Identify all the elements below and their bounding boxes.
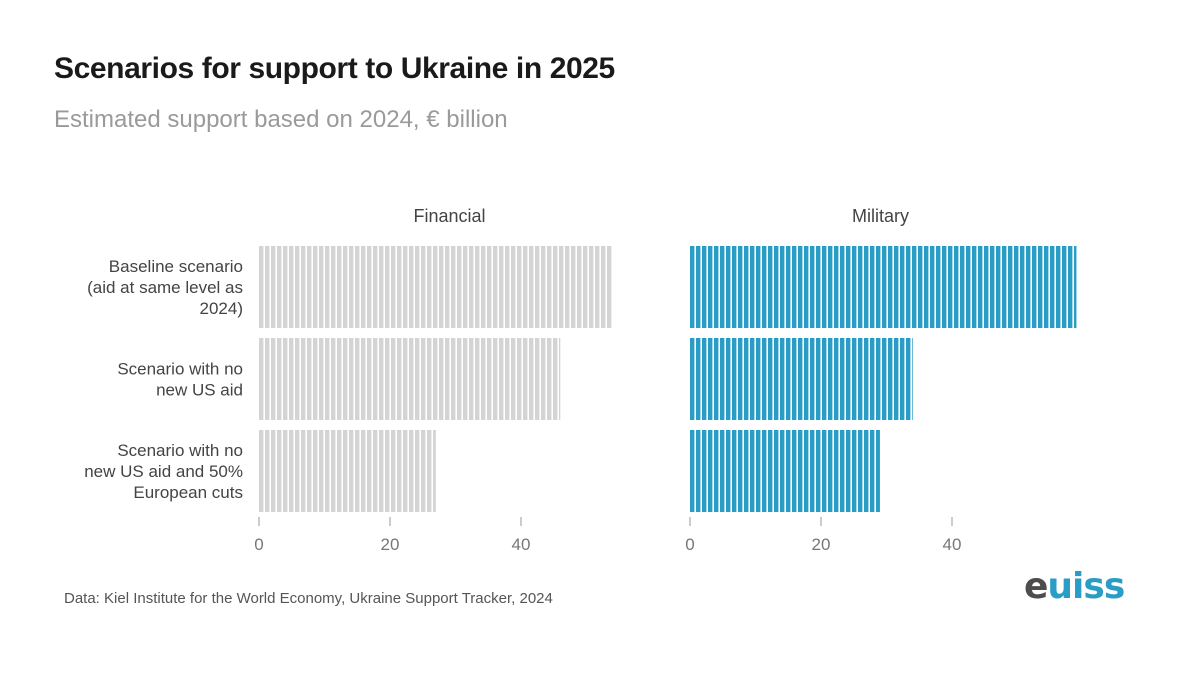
bar-chart: Baseline scenario (aid at same level as 20… xyxy=(84,206,1077,554)
chart-subtitle: Estimated support based on 2024, € billi… xyxy=(54,106,508,133)
logo-text-accent: uiss xyxy=(1047,566,1125,607)
bar xyxy=(259,338,561,420)
x-tick-label: 20 xyxy=(381,535,400,554)
x-tick-label: 40 xyxy=(943,535,962,554)
x-tick-label: 0 xyxy=(254,535,263,554)
chart-title: Scenarios for support to Ukraine in 2025 xyxy=(54,52,615,85)
x-tick-label: 40 xyxy=(512,535,531,554)
bar xyxy=(259,246,613,328)
euiss-logo: euiss xyxy=(1024,566,1125,607)
panel-header: Financial xyxy=(413,206,485,226)
bar xyxy=(259,430,436,512)
bar xyxy=(690,430,880,512)
source-note: Data: Kiel Institute for the World Econo… xyxy=(64,590,553,607)
category-label: Scenario with no new US aid and 50% Europe… xyxy=(84,441,243,502)
logo-text-main: e xyxy=(1024,566,1048,607)
panel-header: Military xyxy=(852,206,909,226)
bar xyxy=(690,338,913,420)
x-tick-label: 20 xyxy=(812,535,831,554)
category-label: Baseline scenario (aid at same level as 20… xyxy=(87,257,243,318)
bar xyxy=(690,246,1077,328)
x-tick-label: 0 xyxy=(685,535,694,554)
category-label: Scenario with no new US aid xyxy=(117,360,243,400)
